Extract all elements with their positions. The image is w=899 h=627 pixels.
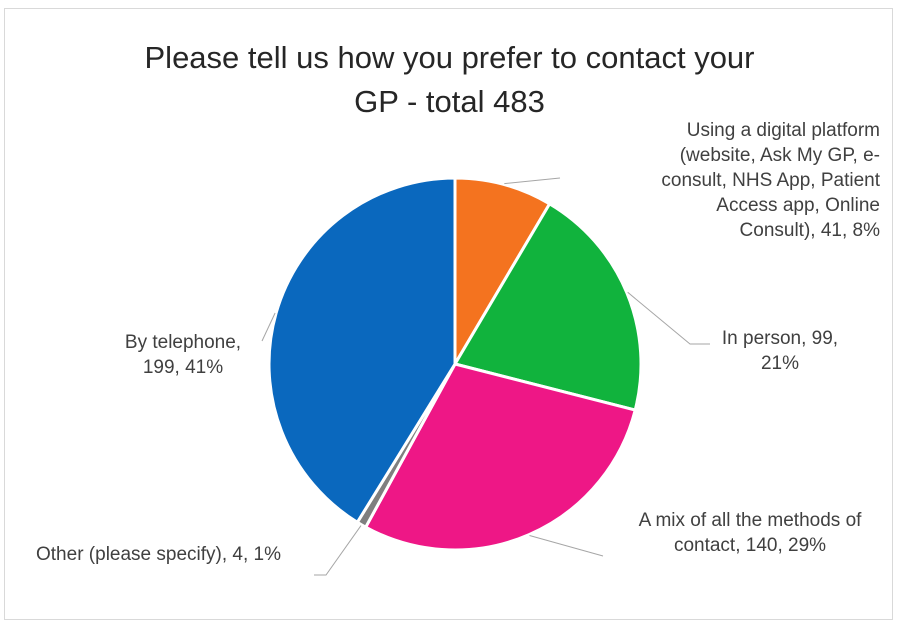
data-label-mix-of-methods: A mix of all the methods of contact, 140… — [638, 510, 862, 556]
data-label-in-person: In person, 99, 21% — [721, 328, 839, 374]
data-label-digital-platform: Using a digital platform (website, Ask M… — [661, 120, 880, 241]
leader-line-other — [314, 525, 362, 576]
chart-title: Please tell us how you prefer to contact… — [0, 36, 899, 124]
chart-title-line-1: Please tell us how you prefer to contact… — [144, 40, 755, 75]
data-label-other: Other (please specify), 4, 1% — [36, 544, 281, 565]
pie-slice-digital-platform — [453, 176, 552, 366]
pie-slice-mix-of-methods — [364, 362, 637, 552]
leader-line-in-person — [627, 291, 710, 345]
leader-line-telephone — [261, 312, 276, 342]
pie-slice-in-person — [453, 202, 643, 412]
pie-slice-telephone — [267, 176, 457, 524]
leader-line-digital-platform — [504, 177, 561, 185]
chart-title-line-2: GP - total 483 — [354, 84, 545, 119]
data-label-telephone: By telephone, 199, 41% — [124, 332, 242, 378]
leader-line-mix-of-methods — [529, 535, 604, 557]
